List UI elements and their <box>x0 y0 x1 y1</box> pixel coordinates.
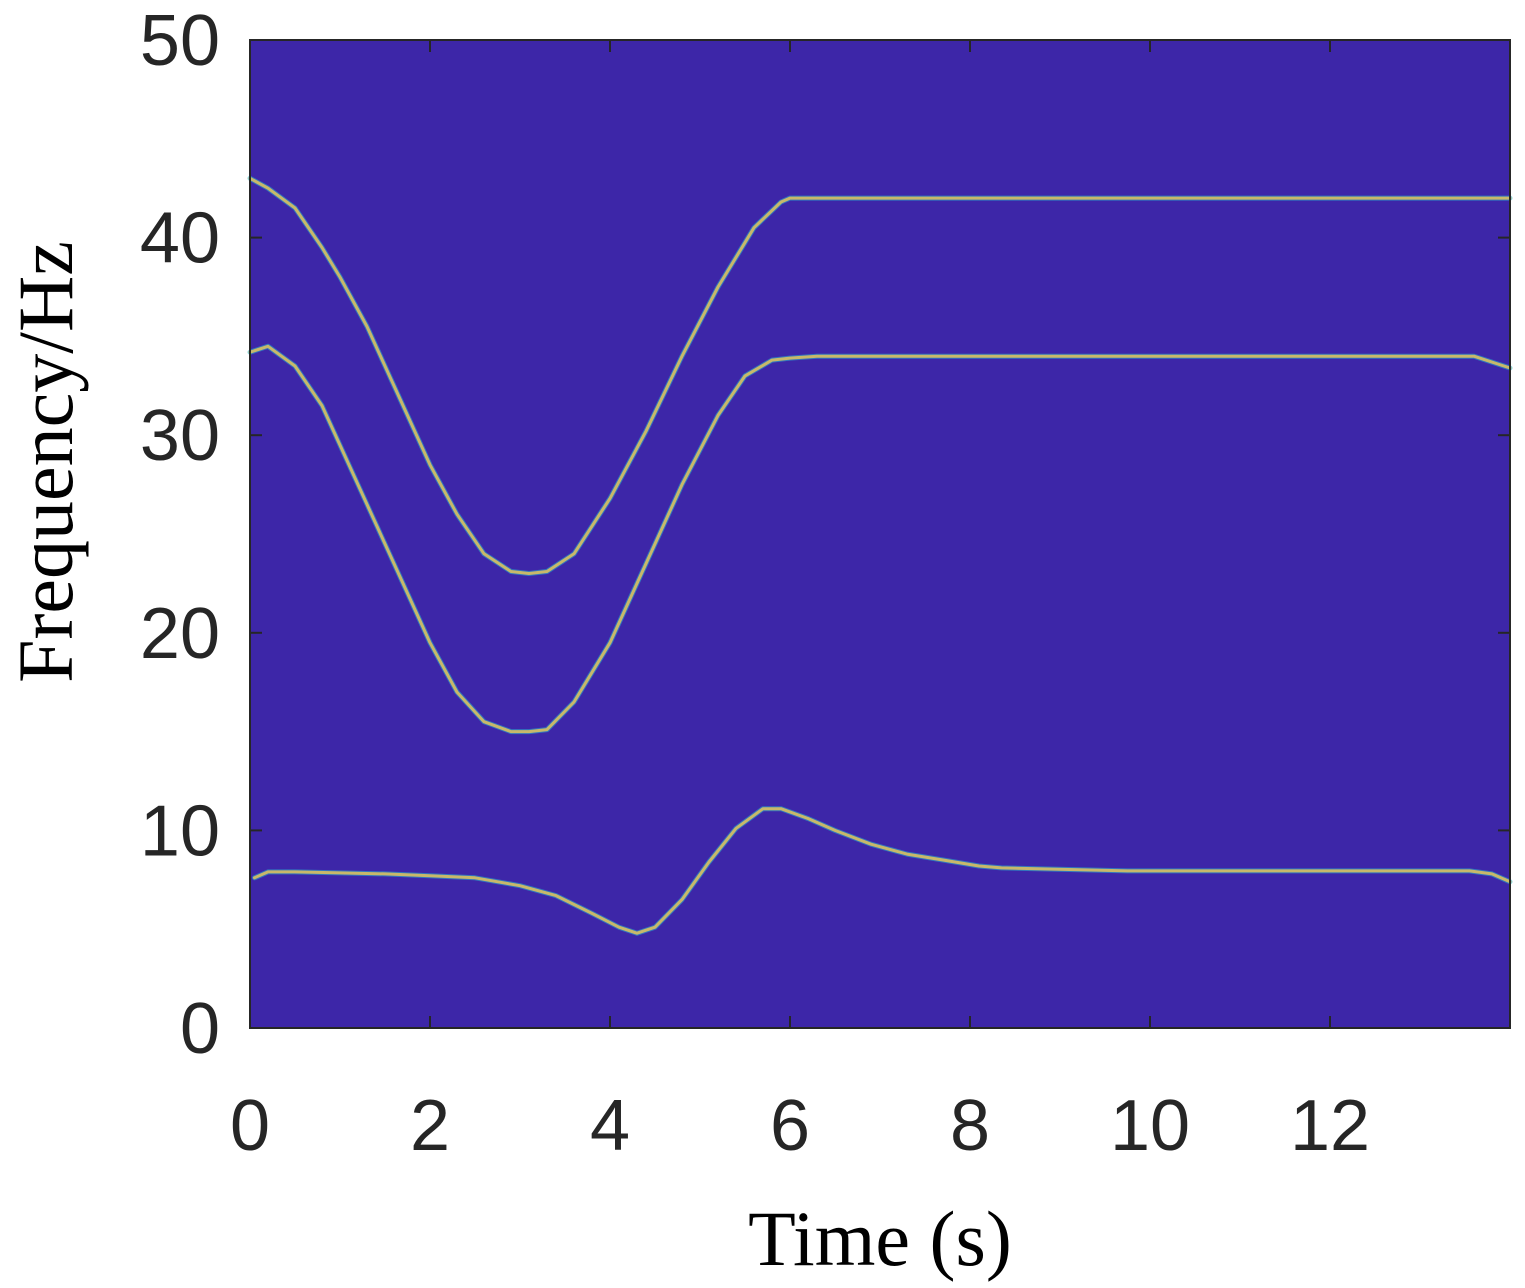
plot-frame <box>249 39 1511 1029</box>
ridge-line-2 <box>248 344 1512 734</box>
tick-marks <box>249 39 1510 1029</box>
y-tick-label: 40 <box>140 199 220 279</box>
y-tick-label: 30 <box>140 396 220 476</box>
x-tick-label: 12 <box>1290 1086 1370 1166</box>
x-tick-label: 10 <box>1110 1086 1190 1166</box>
x-tick-label: 6 <box>770 1086 810 1166</box>
ridge-line-3 <box>253 807 1512 935</box>
y-tick-label: 20 <box>140 594 220 674</box>
ridge-line-1 <box>248 176 1512 575</box>
y-tick-label: 50 <box>140 1 220 81</box>
x-axis-label: Time (s) <box>748 1195 1012 1282</box>
y-axis-label: Frequency/Hz <box>2 241 89 683</box>
plot-background <box>250 40 1510 1028</box>
x-tick-label: 8 <box>950 1086 990 1166</box>
x-tick-label: 2 <box>410 1086 450 1166</box>
x-tick-label: 0 <box>230 1086 270 1166</box>
x-tick-label: 4 <box>590 1086 630 1166</box>
y-tick-label: 0 <box>180 989 220 1069</box>
ridge-layer <box>247 175 1513 936</box>
tick-labels: 0 2 4 6 8 10 12 0 10 20 30 40 50 <box>140 1 1370 1166</box>
y-tick-label: 10 <box>140 791 220 871</box>
